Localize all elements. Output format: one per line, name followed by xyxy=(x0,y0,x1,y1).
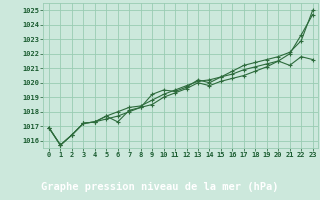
Text: Graphe pression niveau de la mer (hPa): Graphe pression niveau de la mer (hPa) xyxy=(41,182,279,192)
